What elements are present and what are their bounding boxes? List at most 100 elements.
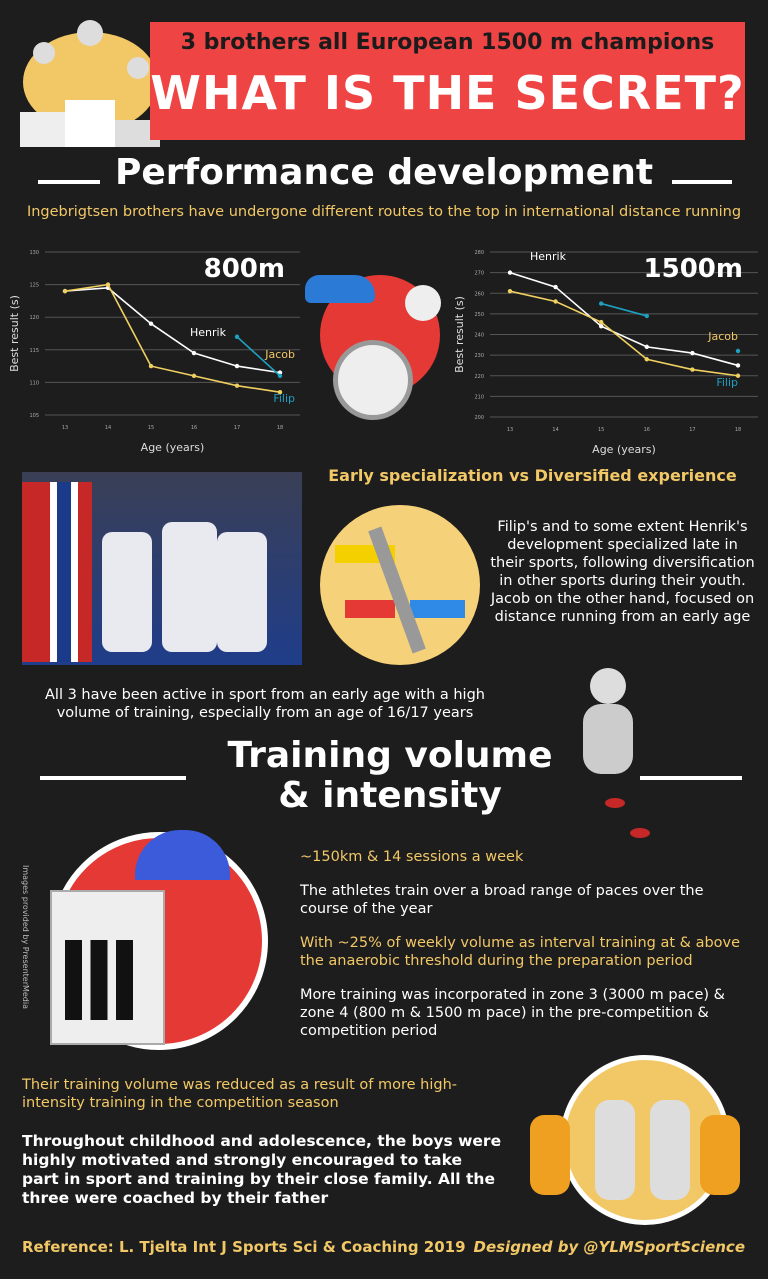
data-point-jacob <box>234 383 240 388</box>
legend-label-henrik: Henrik <box>530 250 567 263</box>
divider <box>672 180 732 184</box>
data-point-jacob <box>644 357 649 362</box>
y-tick-label: 130 <box>29 250 39 256</box>
image-credit: Images provided by PresenterMedia <box>21 864 30 1010</box>
data-point-henrik <box>735 363 741 368</box>
training-point: With ~25% of weekly volume as interval t… <box>300 935 741 969</box>
data-point-filip <box>735 348 741 354</box>
data-point-henrik <box>644 344 649 350</box>
data-point-filip <box>644 313 649 319</box>
x-tick-label: 18 <box>735 427 741 433</box>
x-tick-label: 16 <box>644 427 650 433</box>
brothers-photo <box>22 472 302 665</box>
chart-800m: 105 110 115 120 125 130 13 14 15 16 17 18 Age (years… <box>0 240 310 462</box>
data-point-filip <box>277 373 283 379</box>
x-tick-label: 13 <box>507 427 513 433</box>
series-line-filip <box>236 336 281 377</box>
data-point-henrik <box>507 270 513 275</box>
podium-illustration <box>15 12 165 152</box>
banner-title: WHAT IS THE SECRET? <box>150 66 745 120</box>
legend-label-jacob: Jacob <box>707 330 738 343</box>
legend-label-jacob: Jacob <box>264 348 295 361</box>
x-tick-label: 18 <box>277 425 283 431</box>
legend-label-filip: Filip <box>716 376 738 389</box>
training-point: More training was incorporated in zone 3… <box>300 987 725 1039</box>
stopwatch-illustration <box>305 245 450 435</box>
y-tick-label: 240 <box>474 333 484 339</box>
divider <box>38 180 100 184</box>
series-line-jacob <box>64 283 281 393</box>
data-point-henrik <box>690 350 695 356</box>
data-point-henrik <box>277 370 283 375</box>
series-line-jacob <box>509 290 739 377</box>
reduced-volume-text: Their training volume was reduced as a r… <box>22 1077 458 1111</box>
y-tick-label: 210 <box>474 394 484 400</box>
chart-title: 1500m <box>644 254 743 284</box>
x-axis-label: Age (years) <box>141 441 205 454</box>
y-axis-label: Best result (s) <box>453 296 466 373</box>
training-point: ~150km & 14 sessions a week <box>300 849 524 865</box>
y-tick-label: 200 <box>474 415 484 421</box>
data-point-jacob <box>553 299 558 304</box>
x-tick-label: 15 <box>598 427 604 433</box>
x-tick-label: 16 <box>191 425 197 431</box>
training-title-line2: & intensity <box>278 775 502 816</box>
family-text: Throughout childhood and adolescence, th… <box>22 1132 502 1207</box>
y-axis-label: Best result (s) <box>8 295 21 372</box>
y-tick-label: 105 <box>29 413 39 419</box>
divider <box>640 776 742 780</box>
title-banner: 3 brothers all European 1500 m champions… <box>150 22 745 140</box>
y-tick-label: 250 <box>474 312 484 318</box>
data-point-filip <box>599 301 604 306</box>
active-text: All 3 have been active in sport from an … <box>45 687 485 721</box>
y-tick-label: 125 <box>29 283 39 289</box>
celebrating-figures-illustration <box>510 1055 750 1225</box>
designer-credit: Designed by @YLMSportScience <box>473 1238 746 1256</box>
series-line-henrik <box>509 271 739 367</box>
banner-subtitle: 3 brothers all European 1500 m champions <box>180 30 715 55</box>
data-point-jacob <box>148 363 154 369</box>
section-title-training: Training volume & intensity <box>200 736 580 816</box>
divider <box>40 776 186 780</box>
reference: Reference: L. Tjelta Int J Sports Sci & … <box>22 1238 466 1256</box>
specialization-title: Early specialization vs Diversified expe… <box>328 466 737 485</box>
x-tick-label: 15 <box>148 425 154 431</box>
data-point-jacob <box>690 367 695 372</box>
data-point-henrik <box>148 321 154 326</box>
data-point-henrik <box>191 350 197 356</box>
y-tick-label: 115 <box>29 348 39 354</box>
data-point-jacob <box>599 319 604 325</box>
data-point-henrik <box>599 324 604 329</box>
data-point-jacob <box>105 282 111 287</box>
training-points: ~150km & 14 sessions a week The athletes… <box>300 848 752 1040</box>
performance-subtitle: Ingebrigtsen brothers have undergone dif… <box>26 204 742 220</box>
series-line-henrik <box>64 287 281 374</box>
x-tick-label: 14 <box>552 427 558 433</box>
x-axis-label: Age (years) <box>592 443 656 456</box>
section-title-performance: Performance development <box>114 152 654 193</box>
data-point-henrik <box>234 363 240 369</box>
chart-1500m: 200 210 220 230 240 250 260 270 280 13 14 15 16 17 18 A… <box>450 240 768 462</box>
training-title-line1: Training volume <box>227 735 553 776</box>
y-tick-label: 280 <box>474 250 484 256</box>
x-tick-label: 14 <box>105 425 111 431</box>
legend-label-henrik: Henrik <box>190 326 227 339</box>
x-tick-label: 17 <box>234 425 240 431</box>
y-tick-label: 230 <box>474 353 484 359</box>
footprints-illustration <box>565 668 675 843</box>
specialization-text: Filip's and to some extent Henrik's deve… <box>490 519 755 625</box>
y-tick-label: 260 <box>474 291 484 297</box>
training-point: The athletes train over a broad range of… <box>300 883 704 917</box>
y-tick-label: 120 <box>29 315 39 321</box>
x-tick-label: 13 <box>62 425 68 431</box>
data-point-jacob <box>735 373 741 378</box>
y-tick-label: 110 <box>29 380 39 386</box>
x-tick-label: 17 <box>689 427 695 433</box>
data-point-jacob <box>62 288 68 294</box>
coach-illustration <box>40 820 305 1050</box>
series-line-filip <box>600 302 648 317</box>
data-point-henrik <box>553 284 558 290</box>
legend-label-filip: Filip <box>273 392 295 405</box>
data-point-jacob <box>191 373 197 379</box>
data-point-filip <box>234 334 240 339</box>
